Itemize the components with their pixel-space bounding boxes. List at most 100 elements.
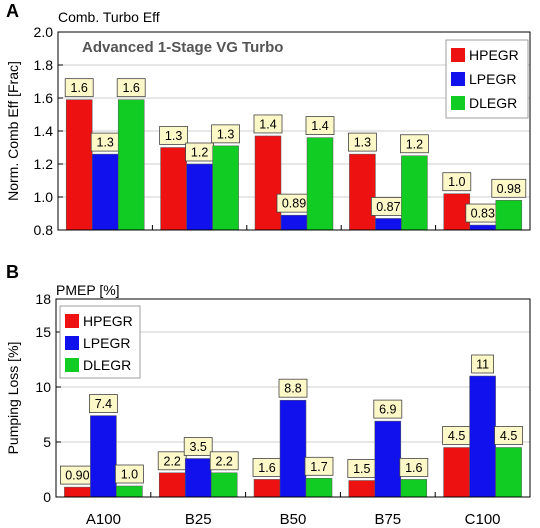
data-label: 1.3 — [217, 127, 234, 141]
data-label: 2.2 — [164, 454, 181, 468]
data-label-box — [305, 116, 335, 135]
data-label-box — [347, 132, 377, 152]
bar-lpegr-b25 — [186, 163, 213, 231]
x-category-b50: B50 — [280, 511, 307, 528]
data-label-box — [278, 378, 308, 398]
y-tick-label: 0 — [43, 489, 51, 505]
y-tick-label: 1.2 — [34, 156, 54, 172]
data-label: 11 — [476, 358, 489, 372]
data-label: 8.8 — [284, 382, 301, 396]
panel-letter-a: A — [6, 1, 19, 21]
panel-b-y-ticks: 0 5 10 15 18 — [35, 291, 61, 505]
data-label: 0.98 — [497, 182, 521, 196]
data-label: 1.0 — [448, 175, 465, 189]
y-tick-label: 10 — [35, 379, 51, 395]
data-label-box — [89, 394, 118, 414]
data-label: 1.4 — [259, 117, 276, 131]
data-label-box — [209, 451, 239, 471]
bar-lpegr-b25 — [184, 458, 212, 498]
legend-label-lpegr: LPEGR — [469, 71, 516, 87]
y-tick-label: 1.6 — [34, 90, 54, 106]
y-tick-label: 1.4 — [34, 123, 54, 139]
data-label: 0.89 — [282, 197, 306, 211]
bar-dlegr-b25 — [212, 145, 239, 231]
data-label-box — [183, 437, 213, 456]
panel-letter-b: B — [6, 262, 19, 282]
legend-label-dlegr: DLEGR — [83, 357, 131, 373]
data-label: 6.9 — [379, 403, 396, 417]
x-category-b75: B75 — [374, 511, 401, 528]
bar-lpegr-c100 — [469, 375, 496, 498]
data-label: 1.4 — [311, 119, 328, 133]
panel-a-bars: 1.6 1.3 1.6 1.3 1.2 1.3 1.4 0.89 1.4 1.3 0.87 1.2 1.… — [64, 78, 527, 231]
bar-dlegr-c100 — [495, 200, 523, 231]
data-label: 0.90 — [65, 469, 89, 483]
bar-dlegr-b75 — [400, 479, 428, 498]
data-label-box — [115, 464, 144, 484]
data-label-box — [304, 456, 334, 476]
y-tick-label: 0.8 — [34, 222, 54, 238]
legend-swatch-hpegr — [65, 314, 79, 328]
data-label-box — [211, 124, 241, 144]
x-axis-categories: A100 B25 B50 B75 C100 — [86, 511, 501, 528]
data-label-box — [399, 134, 429, 154]
data-label: 1.0 — [121, 468, 138, 482]
bar-hpegr-a100 — [65, 99, 93, 231]
legend-swatch-lpegr — [451, 72, 465, 86]
y-tick-label: 5 — [43, 434, 51, 450]
legend-swatch-dlegr — [65, 358, 79, 372]
data-label: 0.87 — [376, 200, 400, 214]
data-label-box — [399, 457, 429, 477]
y-tick-label: 1.8 — [34, 57, 54, 73]
x-category-c100: C100 — [465, 511, 501, 528]
panel-a: A Comb. Turbo Eff 1.61.31.61.31.21.31.40… — [5, 1, 531, 238]
bar-dlegr-a100 — [117, 99, 145, 231]
x-category-a100: A100 — [86, 511, 121, 528]
bar-dlegr-b50 — [306, 137, 334, 231]
bar-lpegr-b50 — [279, 399, 307, 498]
panel-a-subtitle: Advanced 1-Stage VG Turbo — [82, 39, 283, 56]
data-label: 1.6 — [405, 461, 422, 475]
data-label: 2.2 — [216, 454, 233, 468]
bar-dlegr-b25 — [210, 472, 238, 498]
data-label: 1.6 — [258, 461, 275, 475]
legend-swatch-hpegr — [451, 48, 465, 62]
y-tick-label: 18 — [35, 291, 51, 307]
panel-b-plot-frame — [55, 298, 531, 498]
legend-label-dlegr: DLEGR — [469, 95, 517, 111]
bar-lpegr-b75 — [374, 420, 402, 498]
panel-a-y-ticks: 0.8 1.0 1.2 1.4 1.6 1.8 2.0 — [34, 24, 63, 238]
y-tick-label: 15 — [35, 324, 51, 340]
panel-b-title: PMEP [%] — [56, 282, 120, 298]
data-label: 1.2 — [406, 137, 423, 151]
panel-a-y-axis-title: Norm. Comb Eff [Frac] — [5, 61, 21, 201]
data-label: 1.2 — [191, 146, 208, 160]
legend-label-lpegr: LPEGR — [83, 335, 130, 351]
bar-hpegr-a100 — [64, 486, 91, 498]
data-label-box — [494, 426, 524, 445]
data-label-box — [471, 354, 495, 374]
data-label: 1.7 — [310, 460, 327, 474]
data-label: 1.6 — [123, 81, 140, 95]
data-label: 7.4 — [95, 397, 112, 411]
panel-a-title: Comb. Turbo Eff — [58, 9, 160, 25]
data-label-box — [373, 399, 403, 419]
bar-hpegr-b50 — [253, 479, 281, 498]
data-label-box — [64, 78, 94, 98]
data-label: 1.5 — [353, 462, 370, 476]
bar-lpegr-c100 — [469, 224, 497, 231]
y-tick-label: 1.0 — [34, 189, 54, 205]
data-label-box — [253, 114, 283, 134]
panel-b: B PMEP [%] 0.90 7.4 1.0 2.2 3.5 2.2 1.6 8.8 1.7 1… — [5, 262, 531, 528]
data-label: 4.5 — [500, 429, 517, 443]
data-label: 3.5 — [190, 440, 207, 454]
data-label-box — [442, 172, 472, 192]
bar-hpegr-b50 — [254, 135, 282, 231]
bar-hpegr-c100 — [443, 447, 470, 498]
x-category-b25: B25 — [185, 511, 212, 528]
data-label: 0.83 — [471, 207, 495, 221]
bar-hpegr-b75 — [348, 480, 376, 498]
legend-label-hpegr: HPEGR — [469, 47, 519, 63]
panel-b-bars: 0.90 7.4 1.0 2.2 3.5 2.2 1.6 8.8 1.7 1.5 6.9 1.6 4.5… — [60, 354, 524, 498]
